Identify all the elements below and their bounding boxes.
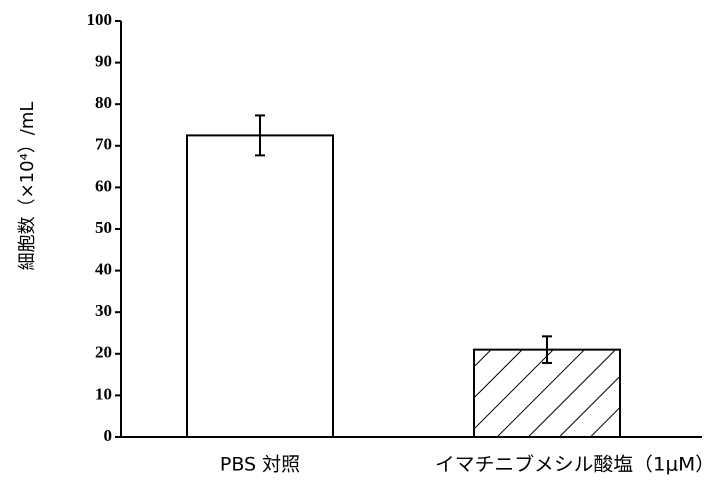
bar-1: [187, 135, 333, 437]
bars: [187, 135, 620, 437]
y-tick-label: 0: [104, 426, 113, 445]
y-tick-label: 100: [87, 10, 113, 29]
x-tick-label-2: イマチニブメシル酸塩（1μM）: [435, 453, 715, 476]
y-tick-label: 70: [95, 135, 112, 154]
x-tick-label-1: PBS 対照: [220, 454, 300, 476]
y-axis-label-group: 細胞数（×10⁴）/mL: [17, 102, 38, 271]
y-tick-label: 50: [95, 218, 112, 237]
y-tick-label: 80: [95, 93, 112, 112]
x-axis-tick-labels: PBS 対照 イマチニブメシル酸塩（1μM）: [220, 453, 715, 476]
y-tick-label: 40: [95, 260, 112, 279]
y-tick-label: 20: [95, 343, 112, 362]
y-axis-ticks: 0 10 20 30 40 50 60 70 80 90 100: [87, 10, 122, 445]
y-axis-label: 細胞数（×10⁴）/mL: [17, 102, 38, 271]
y-tick-label: 30: [95, 301, 112, 320]
y-tick-label: 10: [95, 384, 112, 403]
y-tick-label: 90: [95, 52, 112, 71]
y-tick-label: 60: [95, 176, 112, 195]
